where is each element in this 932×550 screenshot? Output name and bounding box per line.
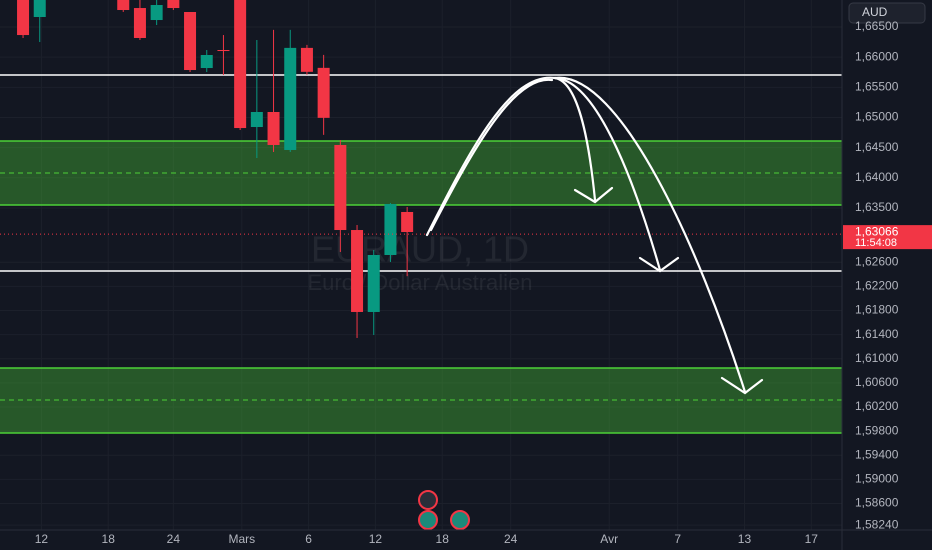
grid	[0, 0, 842, 530]
y-tick-label: 1,60600	[855, 375, 899, 389]
y-tick-label: 1,59800	[855, 423, 899, 437]
candle-body	[250, 111, 263, 128]
plot	[0, 0, 842, 338]
zone	[0, 141, 842, 205]
x-tick-label: 24	[167, 532, 181, 546]
forecast-arrows	[425, 76, 764, 395]
candle-body	[351, 230, 364, 312]
candle-body	[284, 47, 297, 150]
event-icon[interactable]	[418, 510, 438, 530]
countdown: 11:54:08	[855, 237, 897, 249]
watermark-name: Euro / Dollar Australien	[308, 270, 533, 295]
y-tick-label: 1,63500	[855, 200, 899, 214]
candle-body	[33, 0, 46, 18]
y-tick-label: 1,59400	[855, 447, 899, 461]
candle-body	[334, 144, 347, 231]
candle-body	[401, 211, 414, 233]
arrow-head	[573, 186, 614, 204]
candle-body	[184, 12, 197, 71]
candle-body	[234, 0, 247, 129]
candle-body	[317, 67, 330, 118]
zones	[0, 74, 842, 434]
x-tick-label: Mars	[228, 532, 255, 546]
arrow-head	[720, 376, 764, 395]
y-tick-label: 1,66000	[855, 49, 899, 63]
arrow-head	[638, 256, 680, 273]
y-tick-label: 1,61800	[855, 303, 899, 317]
x-tick-label: 24	[504, 532, 518, 546]
x-tick-label: 18	[102, 532, 116, 546]
y-tick-label: 1,64000	[855, 170, 899, 184]
y-tick-label: 1,66500	[855, 19, 899, 33]
event-icon[interactable]	[450, 510, 470, 530]
y-tick-label: 1,58600	[855, 496, 899, 510]
y-tick-label: 1,65500	[855, 80, 899, 94]
candle-body	[150, 5, 163, 21]
candle-body	[200, 55, 213, 69]
candle-body	[17, 0, 30, 36]
candle-body	[117, 0, 130, 11]
y-tick-label: 1,61400	[855, 327, 899, 341]
arrow	[553, 76, 747, 394]
last-price-box	[843, 225, 932, 250]
watermark-symbol: EURAUD, 1D	[311, 229, 529, 270]
y-tick-label: 1,62600	[855, 254, 899, 268]
candle-body	[217, 49, 230, 52]
zone	[0, 368, 842, 433]
candle-body	[300, 47, 313, 72]
y-tick-label: 1,65000	[855, 110, 899, 124]
x-tick-label: 12	[369, 532, 383, 546]
candle-body	[267, 111, 280, 145]
arrow	[429, 78, 554, 232]
last-price-label: 1,63066	[855, 224, 899, 238]
arrow	[553, 76, 662, 272]
y-tick-label: 1,58240	[855, 517, 899, 531]
y-tick-label: 1,62200	[855, 279, 899, 293]
x-tick-label: 6	[305, 532, 312, 546]
candle-body	[384, 204, 397, 255]
x-tick-label: 12	[35, 532, 49, 546]
currency[interactable]: AUD	[862, 5, 888, 19]
currency-button[interactable]: AUD	[848, 2, 926, 24]
candle-body	[133, 8, 146, 38]
y-tick-label: 1,60200	[855, 399, 899, 413]
y-tick-label: 1,64500	[855, 140, 899, 154]
event-icons	[418, 490, 470, 530]
y-tick-label: 1,61000	[855, 351, 899, 365]
currency-box[interactable]	[848, 2, 926, 24]
candle-body	[367, 254, 380, 312]
candle-body	[167, 0, 180, 9]
x-tick-label: 13	[738, 532, 752, 546]
event-icon[interactable]	[418, 490, 438, 510]
x-tick-label: 7	[674, 532, 681, 546]
x-tick-label: 17	[805, 532, 819, 546]
arrow	[425, 76, 597, 237]
y-tick-label: 1,59000	[855, 472, 899, 486]
x-tick-label: Avr	[600, 532, 618, 546]
x-tick-label: 18	[436, 532, 450, 546]
